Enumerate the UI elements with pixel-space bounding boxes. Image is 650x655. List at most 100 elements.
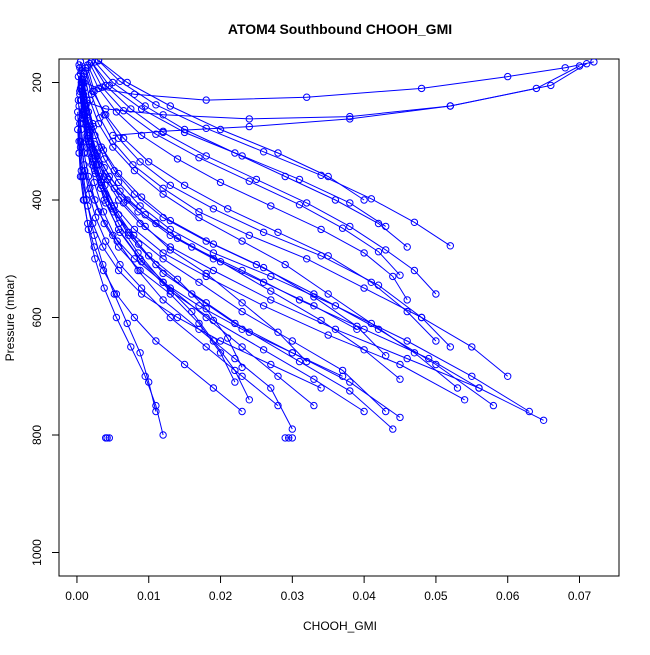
data-point: [346, 222, 354, 231]
data-point: [374, 281, 383, 289]
data-point: [238, 307, 246, 316]
data-point: [446, 343, 454, 351]
data-point: [346, 112, 354, 121]
series-profile: [75, 102, 239, 386]
data-point: [99, 266, 108, 275]
series-profile: [76, 137, 347, 380]
data-point: [94, 84, 103, 93]
data-point: [417, 84, 426, 93]
data-point: [173, 155, 182, 163]
data-point: [100, 155, 108, 163]
data-point: [360, 196, 368, 204]
data-point: [245, 115, 254, 123]
data-point: [80, 78, 88, 87]
data-point: [166, 246, 175, 254]
data-point: [91, 255, 99, 263]
data-point: [259, 302, 268, 310]
data-point: [367, 278, 375, 286]
data-point: [453, 384, 462, 392]
y-axis-label: Pressure (mbar): [3, 275, 17, 362]
data-point: [86, 184, 94, 193]
data-point: [141, 222, 149, 231]
data-point: [112, 313, 121, 322]
data-point: [389, 425, 397, 433]
data-point: [129, 161, 137, 169]
data-point: [238, 363, 246, 372]
data-point: [109, 231, 117, 240]
data-point: [267, 360, 275, 369]
data-point: [97, 181, 106, 190]
data-point: [209, 266, 218, 275]
data-point: [159, 127, 167, 136]
data-point: [338, 372, 347, 380]
series-profile: [94, 59, 454, 250]
series-line: [80, 85, 308, 362]
data-point: [209, 384, 218, 392]
data-point: [94, 161, 103, 169]
data-point: [159, 111, 167, 119]
data-point: [166, 313, 175, 322]
data-point: [100, 284, 108, 292]
data-point: [152, 130, 160, 138]
series-line: [87, 67, 451, 348]
data-point: [317, 225, 325, 234]
data-point: [274, 328, 282, 336]
data-point: [295, 296, 304, 304]
data-point: [267, 384, 275, 392]
data-point: [403, 354, 411, 363]
data-point: [310, 302, 318, 310]
data-point: [231, 149, 239, 157]
data-point: [590, 59, 598, 66]
data-point: [74, 125, 82, 134]
data-point: [346, 378, 354, 386]
data-point: [389, 272, 397, 281]
series-line: [82, 117, 358, 330]
data-point: [288, 337, 296, 345]
data-point: [84, 219, 92, 228]
data-point: [317, 384, 325, 392]
data-point: [90, 243, 98, 251]
series-line: [77, 117, 157, 412]
data-point: [267, 272, 275, 281]
data-point: [539, 416, 548, 424]
data-point: [259, 148, 268, 156]
data-point: [238, 372, 246, 380]
data-point: [124, 228, 133, 237]
series-profile: [80, 84, 533, 416]
data-point: [159, 431, 167, 439]
data-point: [310, 375, 318, 383]
data-point: [231, 378, 239, 386]
data-point: [202, 237, 210, 245]
data-point: [180, 128, 189, 137]
data-point: [202, 96, 210, 104]
y-tick-label: 600: [30, 307, 44, 327]
data-point: [209, 240, 218, 248]
series-profile: [80, 59, 598, 104]
series-profile: [84, 64, 454, 351]
data-point: [317, 252, 325, 260]
data-point: [288, 434, 296, 442]
x-tick-label: 0.03: [281, 589, 305, 603]
data-point: [382, 407, 390, 416]
data-point: [114, 243, 123, 251]
data-point: [130, 90, 139, 99]
data-point: [130, 190, 139, 198]
data-point: [245, 177, 254, 185]
data-point: [360, 284, 368, 292]
data-point: [134, 208, 142, 216]
data-point: [180, 181, 189, 190]
data-point: [267, 296, 275, 304]
data-point: [259, 346, 268, 354]
data-point: [127, 105, 135, 113]
series-line: [98, 59, 365, 201]
series-profile: [75, 149, 325, 392]
data-point: [295, 175, 304, 184]
data-point: [98, 83, 106, 91]
data-point: [136, 349, 144, 357]
data-point: [159, 184, 167, 193]
data-point: [114, 266, 123, 275]
data-point: [245, 231, 254, 240]
data-point: [89, 122, 98, 131]
series-profile: [94, 59, 368, 204]
data-point: [188, 290, 196, 298]
